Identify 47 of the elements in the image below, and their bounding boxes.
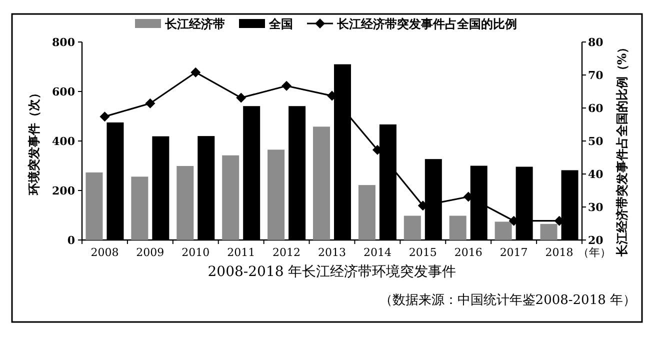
- y2-tick-label: 20: [588, 234, 604, 247]
- bar: [313, 126, 330, 240]
- y2-tick-label: 70: [588, 69, 604, 82]
- point: [236, 92, 246, 103]
- legend-label: 长江经济带突发事件占全国的比例: [336, 17, 517, 31]
- bar: [404, 216, 421, 240]
- y-axis-title: 环境突发事件（次）: [27, 87, 41, 196]
- x-tick-label: 2009: [136, 246, 164, 259]
- bar: [449, 216, 466, 240]
- x-tick-label: 2017: [500, 246, 528, 259]
- y-tick-label: 400: [52, 135, 76, 148]
- x-tick-label: 2011: [227, 246, 256, 259]
- legend-label: 全国: [268, 17, 293, 31]
- x-axis-title: （年）: [578, 246, 611, 259]
- y-tick-label: 800: [52, 36, 76, 49]
- x-tick-label: 2013: [318, 246, 346, 259]
- x-tick-label: 2010: [182, 246, 210, 259]
- y-tick-label: 200: [52, 184, 76, 198]
- point: [145, 98, 156, 108]
- legend-label: 长江经济带: [164, 17, 225, 31]
- x-tick-label: 2015: [408, 246, 437, 259]
- point: [282, 80, 292, 91]
- y-tick-label: 600: [52, 86, 76, 98]
- bar: [494, 222, 512, 240]
- x-tick-label: 2012: [272, 246, 301, 259]
- y2-tick-label: 60: [588, 102, 604, 115]
- bar: [540, 224, 558, 240]
- x-tick-label: 2016: [454, 246, 482, 259]
- y2-axis-title: 长江经济带突发事件占全国的比例（%）: [615, 41, 629, 258]
- x-tick-label: 2008: [90, 246, 119, 259]
- bar: [176, 166, 194, 240]
- y-tick-label: 0: [67, 234, 76, 247]
- y2-tick-label: 30: [588, 201, 604, 214]
- y2-tick-label: 40: [588, 168, 604, 181]
- x-tick-label: 2014: [363, 246, 392, 259]
- bar: [131, 176, 148, 240]
- x-tick-label: 2018: [545, 246, 574, 259]
- point: [100, 112, 110, 122]
- bar: [358, 185, 376, 240]
- bar: [222, 155, 240, 240]
- y2-tick-label: 80: [588, 36, 604, 49]
- text: 2008-2018 年长江经济带环境突发事件: [208, 264, 456, 280]
- bar: [86, 172, 103, 240]
- point: [190, 67, 201, 78]
- text: （数据来源：中国统计年鉴2008-2018 年）: [379, 293, 636, 308]
- y2-tick-label: 50: [588, 135, 604, 148]
- bar: [268, 150, 285, 240]
